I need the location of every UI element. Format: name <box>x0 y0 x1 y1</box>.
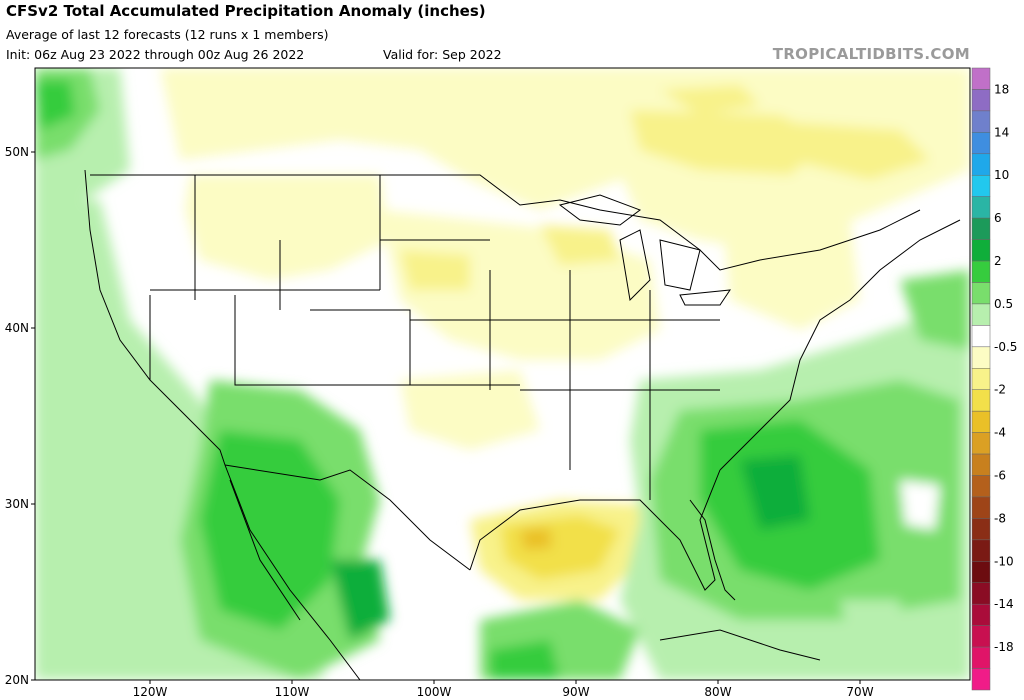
colorbar-swatch <box>971 132 991 155</box>
map-subtitle: Average of last 12 forecasts (12 runs x … <box>6 27 329 42</box>
colorbar-swatch <box>971 217 991 240</box>
colorbar-swatch <box>971 368 991 390</box>
colorbar-swatch <box>971 646 991 669</box>
colorbar-label: -18 <box>994 640 1014 654</box>
coastlines-borders <box>84 169 961 680</box>
lat-label: 20N <box>5 673 29 687</box>
colorbar-label: 10 <box>994 168 1009 182</box>
colorbar-swatch <box>971 389 991 412</box>
colorbar-swatch <box>971 260 991 283</box>
colorbar-swatch <box>971 475 991 498</box>
colorbar-label: -0.5 <box>994 340 1017 354</box>
lat-label: 40N <box>5 321 29 335</box>
colorbar-label: 14 <box>994 125 1009 139</box>
valid-for-text: Valid for: Sep 2022 <box>383 47 502 62</box>
colorbar-cap <box>971 67 991 90</box>
colorbar-label: -2 <box>994 383 1006 397</box>
colorbar-swatch <box>971 539 991 562</box>
init-time-text: Init: 06z Aug 23 2022 through 00z Aug 26… <box>6 47 305 62</box>
colorbar-swatch <box>971 282 991 305</box>
colorbar-swatch <box>971 153 991 176</box>
colorbar-swatch <box>971 110 991 133</box>
latitude-axis: 50N 40N 30N 20N <box>5 145 35 687</box>
colorbar-swatch <box>971 603 991 626</box>
colorbar-swatch <box>971 432 991 455</box>
lon-label: 90W <box>562 685 589 699</box>
colorbar-swatch <box>971 196 991 219</box>
colorbar-swatch <box>971 325 991 348</box>
colorbar-swatch <box>971 518 991 541</box>
lon-label: 120W <box>133 685 168 699</box>
colorbar-label: -6 <box>994 469 1006 483</box>
colorbar-swatch <box>971 239 991 262</box>
colorbar-label: 0.5 <box>994 297 1013 311</box>
colorbar-swatch <box>971 410 991 433</box>
colorbar-swatch <box>971 453 991 476</box>
lon-label: 70W <box>846 685 873 699</box>
colorbar-swatch <box>971 174 991 197</box>
map-frame <box>34 67 971 681</box>
lat-label: 30N <box>5 497 29 511</box>
colorbar-label: -14 <box>994 597 1014 611</box>
colorbar-swatch <box>971 496 991 519</box>
colorbar-swatch <box>971 561 991 584</box>
colorbar-swatch <box>971 89 991 112</box>
colorbar-swatch <box>971 582 991 605</box>
colorbar-swatch <box>971 303 991 326</box>
colorbar-label: 2 <box>994 254 1002 268</box>
colorbar-label: 18 <box>994 82 1009 96</box>
colorbar-swatch <box>971 668 991 691</box>
lon-label: 80W <box>704 685 731 699</box>
colorbar-label: 6 <box>994 211 1002 225</box>
precip-anomaly-field <box>35 68 970 680</box>
colorbar-swatch <box>971 346 991 369</box>
map-title: CFSv2 Total Accumulated Precipitation An… <box>6 2 486 20</box>
colorbar-label: -4 <box>994 426 1006 440</box>
colorbar-swatch <box>971 625 991 648</box>
colorbar-label: -8 <box>994 511 1006 525</box>
watermark: TROPICALTIDBITS.COM <box>772 45 970 63</box>
colorbar: 18 14 10 6 2 0.5 -0.5 -2 -4 -6 -8 -10 -14 -18 <box>971 67 1017 691</box>
longitude-axis: 120W 110W 100W 90W 80W 70W <box>133 680 874 699</box>
lon-label: 110W <box>275 685 310 699</box>
colorbar-label: -10 <box>994 554 1014 568</box>
lon-label: 100W <box>417 685 452 699</box>
lat-label: 50N <box>5 145 29 159</box>
